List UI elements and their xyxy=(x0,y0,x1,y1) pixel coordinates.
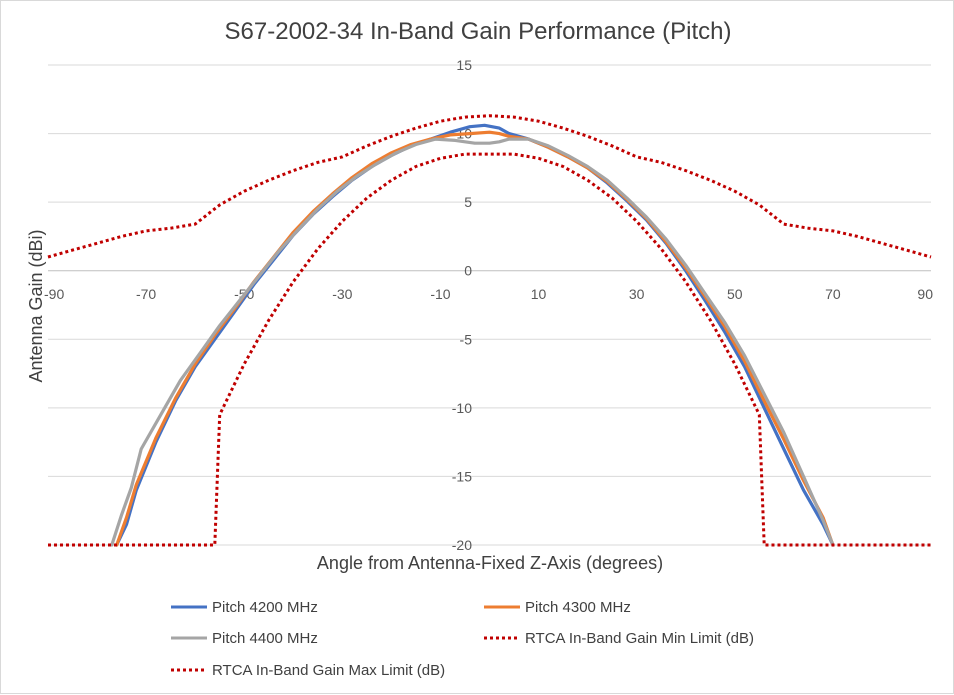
series-line-3 xyxy=(110,137,835,547)
y-tick-label: 5 xyxy=(464,194,472,210)
series-lines xyxy=(47,114,932,547)
legend-label-4: RTCA In-Band Gain Min Limit (dB) xyxy=(525,630,754,647)
x-tick-label: -90 xyxy=(44,286,64,302)
legend: Pitch 4200 MHz Pitch 4300 MHz Pitch 4400 M… xyxy=(171,599,754,679)
x-tick-label: -10 xyxy=(430,286,450,302)
y-tick-label: 0 xyxy=(464,263,472,279)
series-line-2 xyxy=(115,130,835,547)
x-tick-label: 90 xyxy=(917,286,933,302)
x-tick-label: 30 xyxy=(629,286,645,302)
y-tick-label: -15 xyxy=(452,468,472,484)
x-tick-label: -70 xyxy=(136,286,156,302)
x-tick-label: 50 xyxy=(727,286,743,302)
series-line-1 xyxy=(115,123,835,547)
y-tick-label: -5 xyxy=(460,331,473,347)
x-tick-labels: -90 -70 -50 -30 -10 10 30 50 70 90 xyxy=(44,286,933,302)
legend-label-3: Pitch 4400 MHz xyxy=(212,630,318,647)
gridlines xyxy=(48,64,931,546)
x-axis-label: Angle from Antenna-Fixed Z-Axis (degrees… xyxy=(317,553,663,573)
x-tick-label: 70 xyxy=(825,286,841,302)
legend-label-5: RTCA In-Band Gain Max Limit (dB) xyxy=(212,662,445,679)
y-tick-label: -20 xyxy=(452,537,472,553)
series-line-5 xyxy=(47,114,932,259)
y-tick-label: 15 xyxy=(456,57,472,73)
y-tick-label: -10 xyxy=(452,400,472,416)
chart-title: S67-2002-34 In-Band Gain Performance (Pi… xyxy=(225,18,732,45)
y-axis-label: Antenna Gain (dBi) xyxy=(26,229,46,382)
series-line-4 xyxy=(48,152,931,547)
x-tick-label: -30 xyxy=(332,286,352,302)
legend-label-1: Pitch 4200 MHz xyxy=(212,599,318,616)
x-tick-label: 10 xyxy=(531,286,547,302)
legend-label-2: Pitch 4300 MHz xyxy=(525,599,631,616)
